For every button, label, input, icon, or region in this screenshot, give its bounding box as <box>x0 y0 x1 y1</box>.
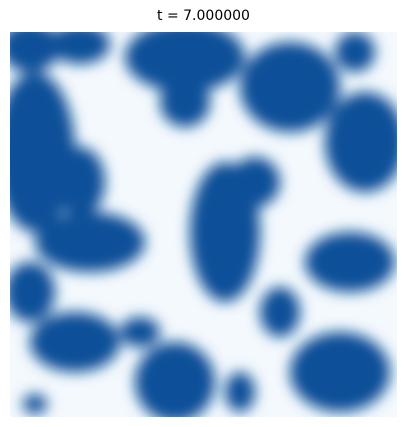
field-image <box>10 32 397 417</box>
chart-title: t = 7.000000 <box>157 8 250 24</box>
